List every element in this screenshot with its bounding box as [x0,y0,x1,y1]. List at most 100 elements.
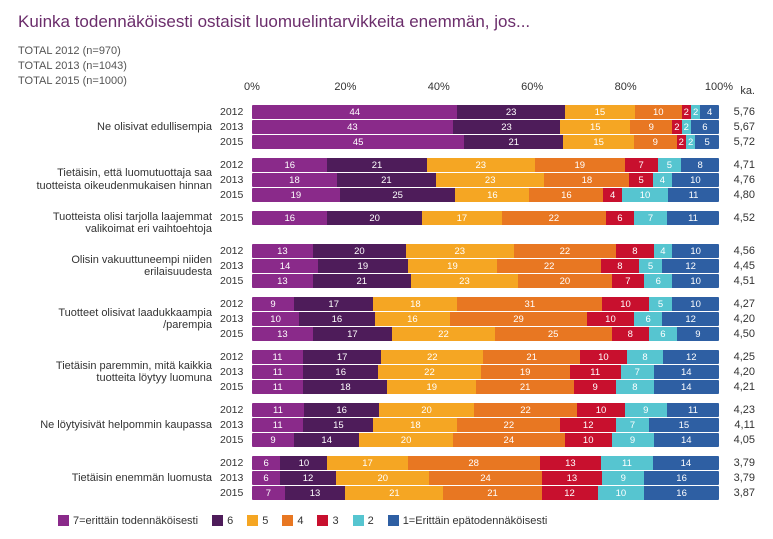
bar-segment: 4 [653,173,672,187]
bar-segment: 21 [327,158,426,172]
bar-segment: 19 [252,188,340,202]
bar-segment: 11 [252,380,303,394]
bar-segment: 11 [252,418,303,432]
bar-segment: 6 [252,471,280,485]
bar-segment: 22 [392,327,495,341]
bar-segment: 16 [529,188,603,202]
year-label: 2015 [218,434,252,446]
ka-value: 5,72 [719,136,755,148]
bar-row: 201519251616410114,80 [218,188,755,203]
bar-segment: 22 [457,418,560,432]
bar-segment: 19 [387,380,476,394]
bar-segment: 6 [634,312,662,326]
bar-segment: 14 [294,433,359,447]
bar-segment: 23 [406,244,513,258]
bar-segment: 11 [668,188,719,202]
bar-segment: 23 [457,105,564,119]
bar-segment: 9 [252,297,294,311]
bar-track: 1116221911714 [252,365,719,379]
year-label: 2015 [218,487,252,499]
bar-segment: 17 [422,211,502,225]
bar-segment: 15 [563,135,634,149]
bar-track: 162017226711 [252,211,719,225]
bar-track: 1116202210911 [252,403,719,417]
bar-row: 201211162022109114,23 [218,403,755,418]
bar-segment: 23 [411,274,518,288]
ka-value: 4,71 [719,159,755,171]
meta-line: TOTAL 2015 (n=1000) [18,74,218,89]
bar-segment: 22 [497,259,601,273]
bar-segment: 12 [662,312,719,326]
bar-track: 13172225869 [252,327,719,341]
bar-segment: 10 [577,403,624,417]
legend-label: 3 [332,515,338,527]
bar-segment: 7 [625,158,658,172]
bar-segment: 20 [313,244,406,258]
ka-value: 5,76 [719,106,755,118]
bar-segment: 8 [616,244,653,258]
bar-segment: 2 [672,120,681,134]
chart-group: Tuotteista olisi tarjolla laajemmat vali… [18,211,755,236]
bar-segment: 11 [667,211,719,225]
bar-segment: 14 [252,259,318,273]
bar-segment: 16 [304,403,379,417]
bar-segment: 10 [672,297,719,311]
bar-segment: 24 [453,433,565,447]
bar-row: 20129171831105104,27 [218,297,755,312]
bar-track: 132023228410 [252,244,719,258]
legend-item: 4 [282,515,303,527]
bar-segment: 10 [252,312,299,326]
bar-track: 111819219814 [252,380,719,394]
group-label: Tietäisin paremmin, mitä kaikkia tuottei… [18,360,218,385]
bar-segment: 29 [450,312,587,326]
legend-item: 7=erittäin todennäköisesti [58,515,198,527]
bar-segment: 9 [574,380,616,394]
bar-track: 1016162910612 [252,312,719,326]
bar-segment: 25 [340,188,456,202]
ka-value: 5,67 [719,121,755,133]
bar-segment: 18 [373,418,457,432]
bar-segment: 24 [429,471,541,485]
bar-segment: 16 [644,486,719,500]
bar-segment: 10 [672,173,719,187]
bar-segment: 11 [252,403,304,417]
bar-segment: 16 [303,365,378,379]
bar-segment: 9 [625,403,667,417]
bar-segment: 18 [373,297,457,311]
bar-track: 1115182212715 [252,418,719,432]
bar-segment: 11 [667,403,719,417]
ka-value: 4,50 [719,328,755,340]
bar-track: 4521159225 [252,135,719,149]
year-label: 2015 [218,212,252,224]
bar-segment: 23 [427,158,535,172]
bar-row: 20151321232076104,51 [218,274,755,289]
group-label: Ne olisivat edullisempia [18,121,218,134]
bar-track: 1925161641011 [252,188,719,202]
bar-row: 20151118192198144,21 [218,380,755,395]
chart-group: Ne löytyisivät helpommin kaupassa2012111… [18,403,755,448]
chart-group: Tuotteet olisivat laadukkaampia /parempi… [18,297,755,342]
ka-value: 4,11 [719,419,755,431]
bar-segment: 13 [540,456,601,470]
bar-segment: 22 [514,244,617,258]
bar-segment: 16 [252,211,327,225]
bar-segment: 5 [695,135,719,149]
bar-segment: 21 [464,135,563,149]
ka-value: 3,79 [719,472,755,484]
bar-segment: 10 [598,486,645,500]
year-label: 2012 [218,457,252,469]
bar-segment: 20 [336,471,429,485]
bar-row: 20131419192285124,45 [218,259,755,274]
bar-segment: 5 [658,158,682,172]
ka-value: 4,25 [719,351,755,363]
bar-segment: 12 [280,471,336,485]
bar-segment: 4 [654,244,673,258]
ka-value: 4,27 [719,298,755,310]
meta-line: TOTAL 2013 (n=1043) [18,59,218,74]
ka-value: 4,80 [719,189,755,201]
bar-segment: 23 [436,173,544,187]
bar-segment: 14 [654,365,719,379]
group-label: Tuotteista olisi tarjolla laajemmat vali… [18,211,218,236]
ka-value: 3,87 [719,487,755,499]
bar-row: 20159142024109144,05 [218,433,755,448]
